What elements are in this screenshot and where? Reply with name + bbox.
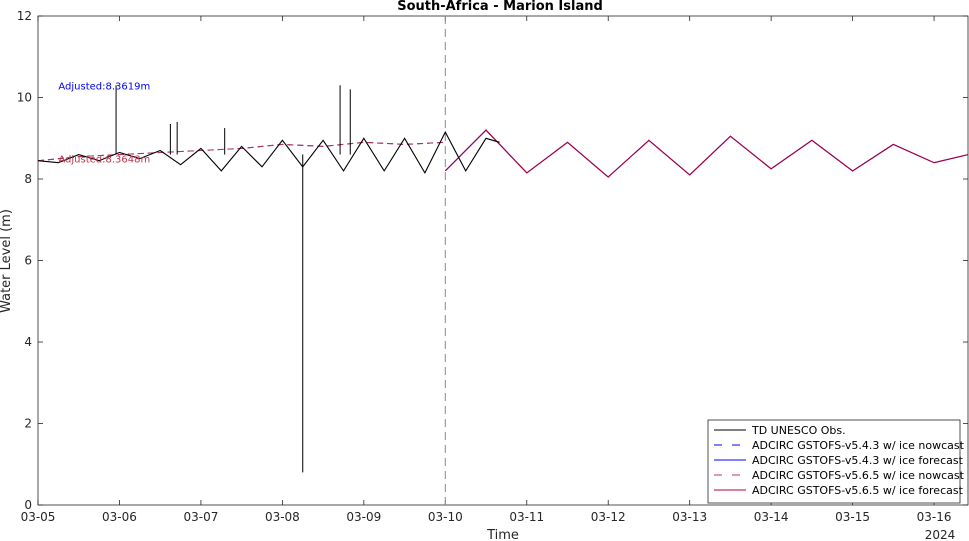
x-tick-label: 03-12 (591, 510, 626, 524)
y-tick-label: 0 (24, 498, 32, 512)
y-tick-label: 8 (24, 172, 32, 186)
legend-box (707, 419, 961, 504)
x-tick-label: 03-14 (754, 510, 789, 524)
series-line-0 (37, 130, 500, 175)
annotation-label: Adjusted:8.3619m (58, 81, 150, 92)
y-tick-label: 6 (24, 254, 32, 268)
legend-label: TD UNESCO Obs. (751, 424, 846, 437)
x-tick-label: 03-09 (346, 510, 381, 524)
chart-title: South-Africa - Marion Island (397, 0, 603, 14)
x-tick-label: 03-11 (509, 510, 544, 524)
x-tick-label: 03-13 (672, 510, 707, 524)
series-line-3 (37, 141, 446, 162)
y-tick-label: 12 (17, 9, 32, 23)
y-tick-label: 10 (17, 91, 32, 105)
x-tick-label: 03-07 (183, 510, 218, 524)
x-tick-label: 03-05 (21, 510, 56, 524)
y-axis-title: Water Level (m) (0, 209, 14, 313)
x-tick-label: 03-08 (265, 510, 300, 524)
legend-label: ADCIRC GSTOFS-v5.4.3 w/ ice forecast (752, 454, 964, 467)
x-axis-title: Time (486, 528, 519, 541)
x-tick-label: 03-06 (102, 510, 137, 524)
x-tick-label: 03-15 (835, 510, 870, 524)
x-tick-label: 03-10 (428, 510, 463, 524)
x-tick-label: 03-16 (917, 510, 952, 524)
legend-label: ADCIRC GSTOFS-v5.6.5 w/ ice nowcast (752, 469, 965, 482)
y-tick-label: 4 (24, 335, 32, 349)
x-axis-year-label: 2024 (925, 528, 956, 541)
legend-label: ADCIRC GSTOFS-v5.4.3 w/ ice nowcast (752, 439, 965, 452)
y-tick-label: 2 (24, 417, 32, 431)
series-line-4 (444, 129, 969, 178)
legend-label: ADCIRC GSTOFS-v5.6.5 w/ ice forecast (752, 484, 964, 497)
annotation-label: Adjusted:8.3648m (58, 155, 150, 166)
